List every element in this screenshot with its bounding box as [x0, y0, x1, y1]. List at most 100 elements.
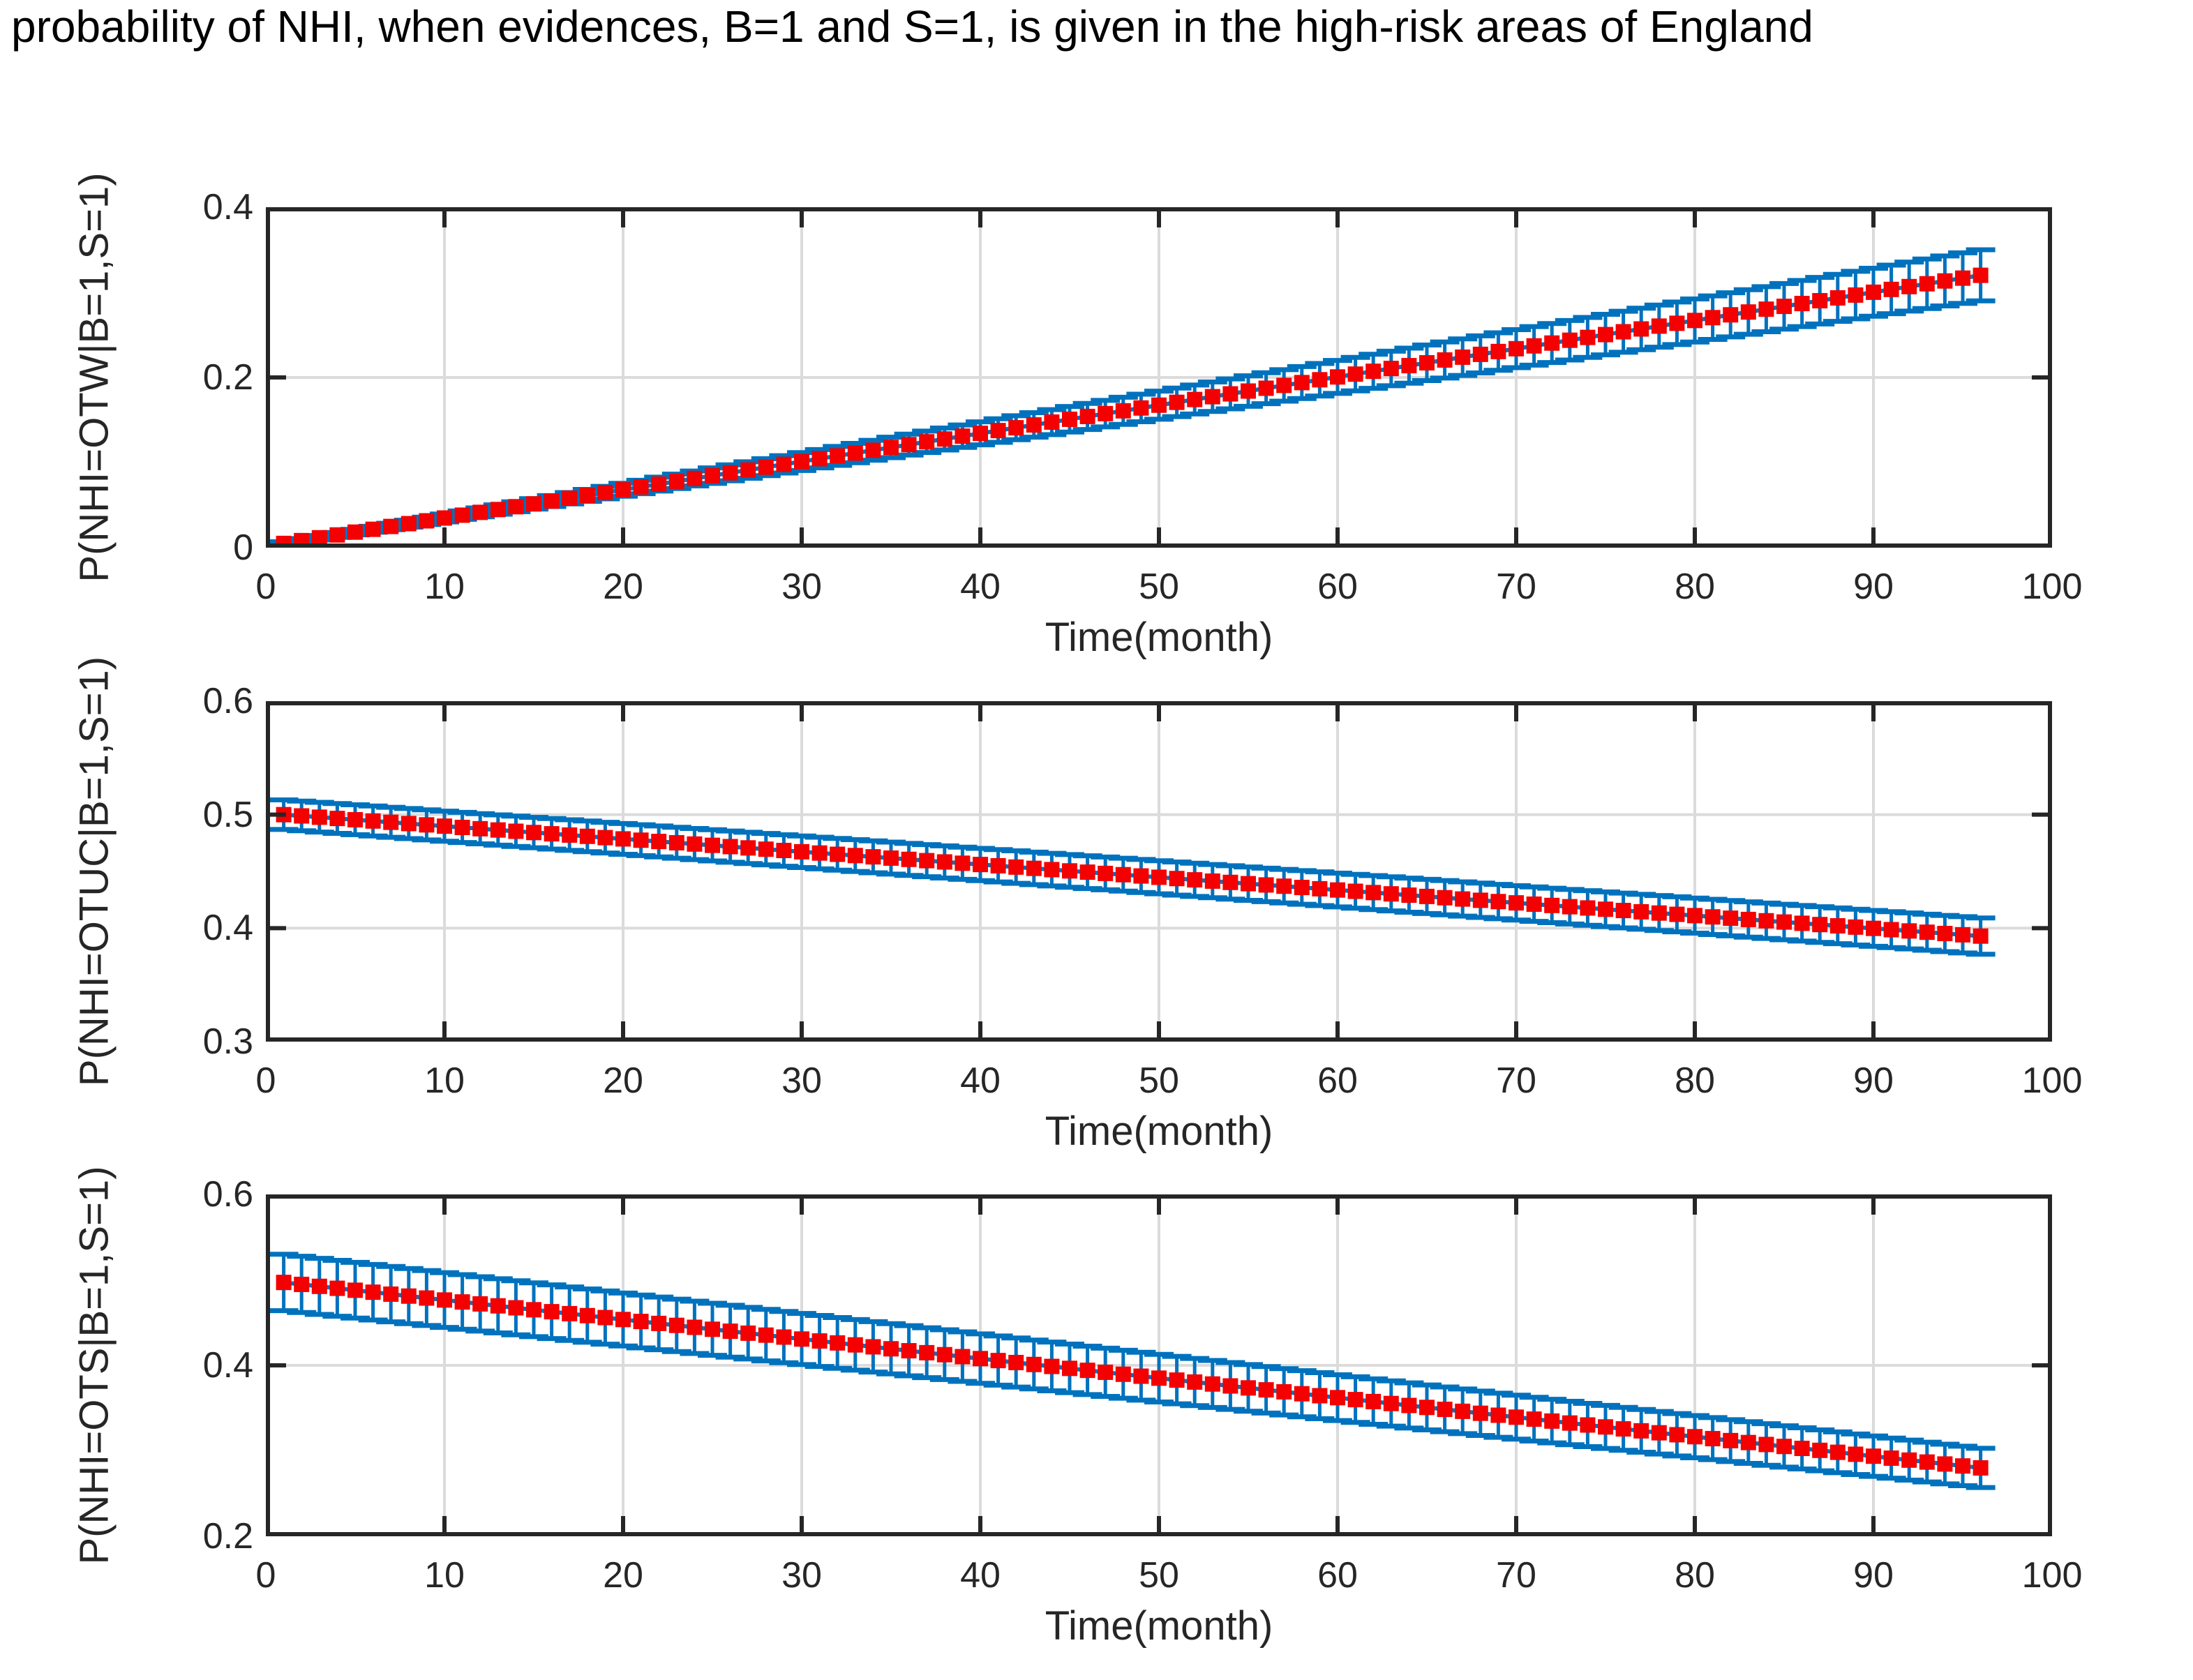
data-marker	[1472, 1405, 1488, 1421]
data-marker	[936, 1347, 952, 1363]
data-marker	[1151, 1370, 1167, 1386]
data-marker	[1062, 411, 1077, 427]
data-marker	[1812, 293, 1828, 309]
chart-canvas	[266, 701, 2052, 1042]
x-tick-label: 40	[960, 1060, 1001, 1101]
data-marker	[1204, 873, 1220, 889]
data-marker	[973, 857, 988, 873]
data-marker	[1829, 918, 1846, 934]
data-marker	[544, 493, 560, 509]
y-tick-label: 0.4	[202, 908, 253, 949]
data-marker	[1848, 919, 1864, 935]
y-tick-label: 0.4	[202, 187, 253, 227]
data-marker	[1330, 1390, 1345, 1406]
data-marker	[544, 826, 560, 842]
data-marker	[597, 485, 613, 501]
y-tick-label: 0.2	[202, 1516, 253, 1557]
x-tick-label: 70	[1496, 1060, 1536, 1101]
data-marker	[1365, 885, 1382, 901]
data-marker	[758, 841, 774, 857]
y-tick-label: 0.4	[202, 1345, 253, 1386]
data-marker	[365, 1284, 381, 1300]
data-marker	[472, 1296, 488, 1312]
data-marker	[276, 1275, 292, 1291]
data-marker	[1026, 1356, 1042, 1372]
data-marker	[401, 1288, 417, 1304]
data-marker	[1705, 909, 1721, 925]
x-tick-label: 50	[1139, 567, 1179, 607]
data-marker	[883, 850, 899, 866]
data-marker	[1419, 1400, 1435, 1416]
data-marker	[1776, 299, 1792, 315]
data-marker	[1901, 1452, 1917, 1468]
data-marker	[1651, 1425, 1667, 1441]
x-tick-label: 20	[603, 1555, 643, 1596]
data-marker	[1258, 380, 1274, 396]
y-tick-label: 0.2	[202, 357, 253, 398]
data-marker	[597, 1310, 613, 1326]
data-marker	[1723, 1432, 1739, 1448]
data-marker	[1115, 1366, 1131, 1382]
data-marker	[776, 456, 792, 472]
data-marker	[1347, 366, 1363, 382]
data-marker	[1472, 892, 1488, 908]
data-marker	[1098, 865, 1114, 881]
data-marker	[1437, 1402, 1453, 1418]
data-marker	[668, 473, 684, 489]
data-marker	[1241, 1380, 1256, 1396]
data-marker	[1776, 1439, 1792, 1455]
data-marker	[1365, 363, 1382, 380]
data-marker	[1222, 874, 1238, 890]
data-marker	[1026, 860, 1042, 876]
data-marker	[1276, 377, 1292, 393]
data-marker	[740, 1325, 756, 1341]
data-marker	[651, 834, 667, 850]
data-marker	[1222, 1378, 1238, 1394]
data-marker	[1526, 896, 1542, 912]
data-marker	[1848, 287, 1864, 303]
data-marker	[1580, 900, 1596, 916]
data-marker	[383, 518, 399, 534]
data-marker	[1955, 927, 1970, 943]
data-marker	[990, 423, 1006, 439]
data-marker	[1294, 880, 1310, 896]
data-marker	[437, 1292, 452, 1308]
data-marker	[401, 516, 417, 532]
data-marker	[1241, 876, 1256, 892]
x-axis-label-otw: Time(month)	[1045, 615, 1273, 660]
data-marker	[1580, 1417, 1596, 1433]
data-marker	[508, 499, 524, 515]
data-marker	[955, 1349, 971, 1365]
x-tick-label: 60	[1317, 1555, 1358, 1596]
data-marker	[1044, 1358, 1060, 1374]
data-marker	[651, 1315, 667, 1331]
data-marker	[597, 830, 613, 846]
data-marker	[1544, 1413, 1560, 1429]
x-tick-label: 0	[255, 567, 276, 607]
data-marker	[311, 1278, 327, 1294]
data-marker	[722, 465, 738, 481]
data-marker	[615, 1312, 631, 1328]
plot-area-otuc	[266, 701, 2052, 1042]
data-marker	[294, 808, 310, 824]
data-marker	[1044, 414, 1060, 430]
x-tick-label: 90	[1853, 1555, 1894, 1596]
x-tick-label: 100	[2021, 1060, 2083, 1101]
data-marker	[1919, 924, 1935, 940]
data-marker	[419, 817, 435, 833]
data-marker	[633, 1314, 649, 1330]
data-marker	[1633, 1423, 1649, 1439]
data-marker	[830, 1335, 846, 1351]
x-tick-label: 100	[2021, 1555, 2083, 1596]
data-marker	[705, 467, 720, 483]
data-marker	[1312, 1388, 1328, 1404]
data-marker	[1276, 878, 1292, 894]
data-marker	[1509, 1409, 1524, 1425]
data-marker	[633, 832, 649, 848]
data-marker	[347, 811, 363, 827]
data-marker	[1955, 270, 1970, 286]
data-marker	[615, 481, 631, 497]
data-marker	[311, 809, 327, 825]
x-tick-label: 30	[781, 1060, 822, 1101]
